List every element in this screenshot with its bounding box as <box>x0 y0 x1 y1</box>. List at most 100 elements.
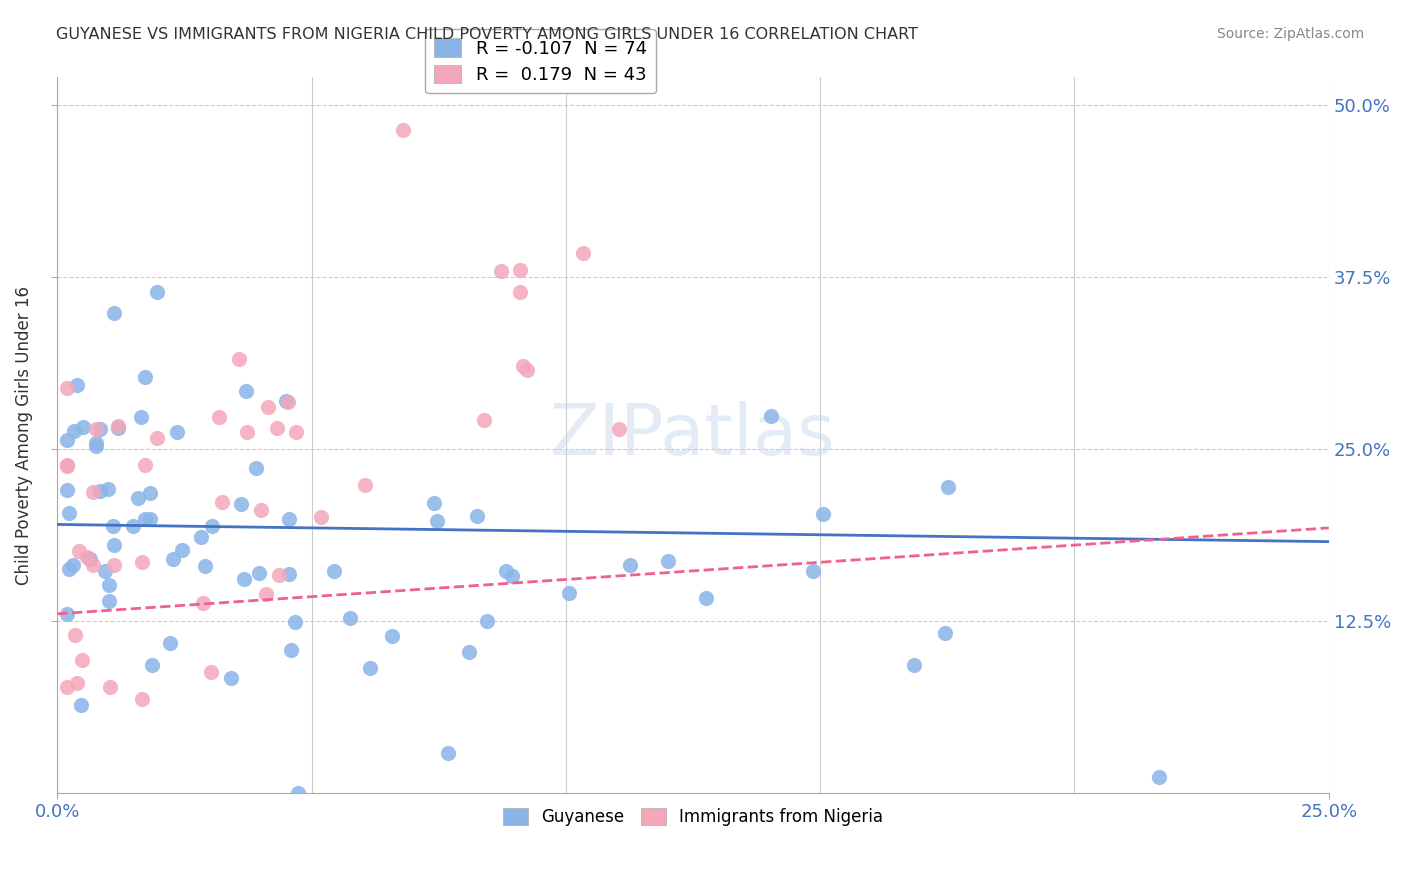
Point <box>903 658 925 673</box>
Point <box>201 519 224 533</box>
Point <box>97 482 120 496</box>
Point <box>103 306 125 320</box>
Point <box>129 409 152 424</box>
Point <box>141 657 163 672</box>
Point <box>811 507 834 521</box>
Point <box>56 459 79 474</box>
Point <box>339 611 361 625</box>
Point <box>66 377 89 392</box>
Point <box>193 596 215 610</box>
Point <box>359 661 381 675</box>
Point <box>274 394 297 409</box>
Point <box>437 746 460 760</box>
Point <box>84 439 107 453</box>
Point <box>66 676 89 690</box>
Point <box>278 566 301 581</box>
Point <box>422 496 444 510</box>
Point <box>72 420 94 434</box>
Point <box>97 578 120 592</box>
Point <box>190 530 212 544</box>
Point <box>122 518 145 533</box>
Y-axis label: Child Poverty Among Girls Under 16: Child Poverty Among Girls Under 16 <box>15 285 32 584</box>
Point <box>103 538 125 552</box>
Text: ZIPatlas: ZIPatlas <box>550 401 835 469</box>
Point <box>228 351 250 366</box>
Point <box>56 434 79 448</box>
Point <box>803 564 825 578</box>
Text: GUYANESE VS IMMIGRANTS FROM NIGERIA CHILD POVERTY AMONG GIRLS UNDER 16 CORRELATI: GUYANESE VS IMMIGRANTS FROM NIGERIA CHIL… <box>56 27 918 42</box>
Point <box>194 558 217 573</box>
Point <box>58 562 80 576</box>
Point <box>1149 770 1171 784</box>
Point <box>166 425 188 439</box>
Point <box>146 285 169 299</box>
Point <box>62 558 84 573</box>
Point <box>107 418 129 433</box>
Point <box>267 568 290 582</box>
Point <box>501 568 523 582</box>
Point <box>354 478 377 492</box>
Point <box>89 483 111 498</box>
Point <box>70 698 93 712</box>
Point <box>458 644 481 658</box>
Point <box>94 564 117 578</box>
Point <box>67 544 90 558</box>
Point <box>162 552 184 566</box>
Point <box>146 431 169 445</box>
Point <box>134 369 156 384</box>
Point <box>79 552 101 566</box>
Point <box>495 565 517 579</box>
Text: Source: ZipAtlas.com: Source: ZipAtlas.com <box>1216 27 1364 41</box>
Point <box>475 614 498 628</box>
Point <box>509 285 531 300</box>
Point <box>134 458 156 473</box>
Point <box>284 615 307 630</box>
Point <box>76 549 98 564</box>
Point <box>107 421 129 435</box>
Point <box>489 264 512 278</box>
Point <box>138 486 160 500</box>
Point <box>392 122 415 136</box>
Point <box>89 421 111 435</box>
Point <box>247 566 270 581</box>
Point <box>84 422 107 436</box>
Point <box>277 394 299 409</box>
Point <box>322 564 344 578</box>
Point <box>103 558 125 572</box>
Point <box>516 363 538 377</box>
Point <box>200 665 222 679</box>
Point <box>250 502 273 516</box>
Point <box>472 413 495 427</box>
Point <box>936 480 959 494</box>
Point <box>63 425 86 439</box>
Point <box>426 515 449 529</box>
Point <box>84 435 107 450</box>
Point <box>509 263 531 277</box>
Point <box>512 359 534 374</box>
Point <box>219 671 242 685</box>
Point <box>467 508 489 523</box>
Point <box>278 512 301 526</box>
Point <box>138 511 160 525</box>
Point <box>257 400 280 414</box>
Point <box>759 409 782 424</box>
Point <box>98 593 121 607</box>
Point <box>56 483 79 498</box>
Point <box>381 629 404 643</box>
Point <box>172 543 194 558</box>
Point <box>208 410 231 425</box>
Point <box>233 572 256 586</box>
Point <box>254 587 277 601</box>
Point <box>101 519 124 533</box>
Point <box>607 422 630 436</box>
Legend: Guyanese, Immigrants from Nigeria: Guyanese, Immigrants from Nigeria <box>495 799 891 834</box>
Point <box>82 485 104 500</box>
Point <box>235 384 257 398</box>
Point <box>63 628 86 642</box>
Point <box>56 680 79 694</box>
Point <box>657 554 679 568</box>
Point <box>934 626 956 640</box>
Point <box>695 591 717 605</box>
Point <box>131 555 153 569</box>
Point <box>131 691 153 706</box>
